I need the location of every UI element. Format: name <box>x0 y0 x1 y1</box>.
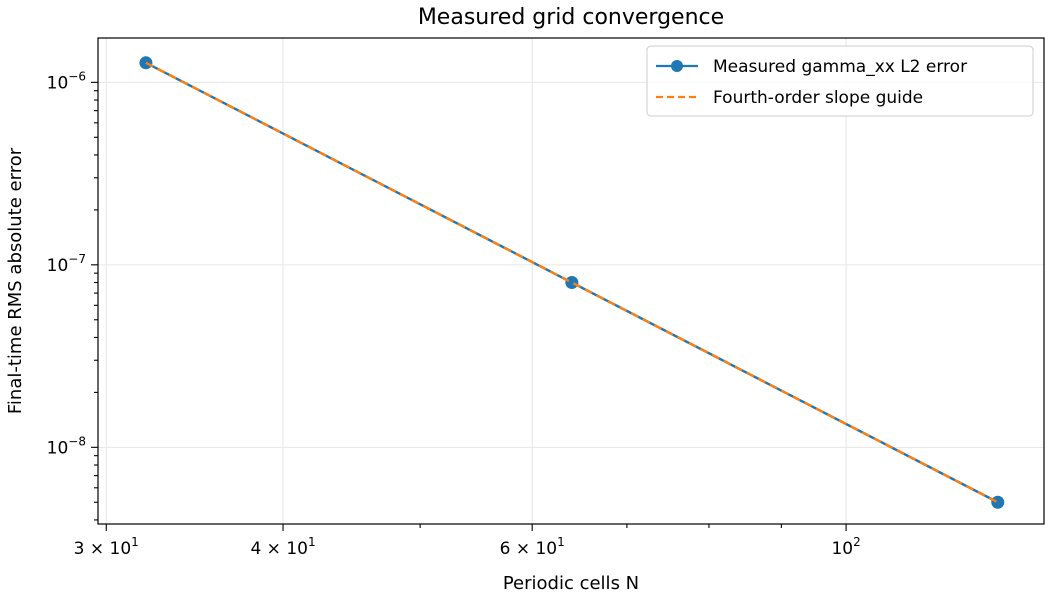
legend-label-guide: Fourth-order slope guide <box>713 88 923 108</box>
x-tick-label: 4 × 101 <box>250 535 315 559</box>
legend-marker-measured <box>671 60 683 72</box>
tick-layer: 3 × 101 4 × 101 6 × 101 102 10−8 10−7 10−6 <box>47 69 861 559</box>
y-tick-label: 10−7 <box>47 252 86 276</box>
y-tick-label: 10−6 <box>47 69 86 93</box>
legend-box <box>646 45 1034 117</box>
grid-layer <box>98 38 1044 524</box>
legend-label-measured: Measured gamma_xx L2 error <box>713 57 967 77</box>
x-tick-label: 6 × 101 <box>500 535 565 559</box>
data-point <box>565 276 579 290</box>
plot-frame <box>97 37 1045 525</box>
legend: Measured gamma_xx L2 error Fourth-order … <box>646 45 1034 117</box>
series-line-guide <box>145 61 999 504</box>
x-axis-label: Periodic cells N <box>503 573 639 594</box>
x-tick-label: 3 × 101 <box>74 535 139 559</box>
data-point <box>139 56 153 70</box>
series-layer <box>139 56 1005 509</box>
x-tick-label: 102 <box>831 535 860 559</box>
y-tick-label: 10−8 <box>47 434 86 458</box>
y-axis-label: Final-time RMS absolute error <box>5 147 26 414</box>
data-point <box>991 495 1005 509</box>
chart-title: Measured grid convergence <box>418 5 724 30</box>
